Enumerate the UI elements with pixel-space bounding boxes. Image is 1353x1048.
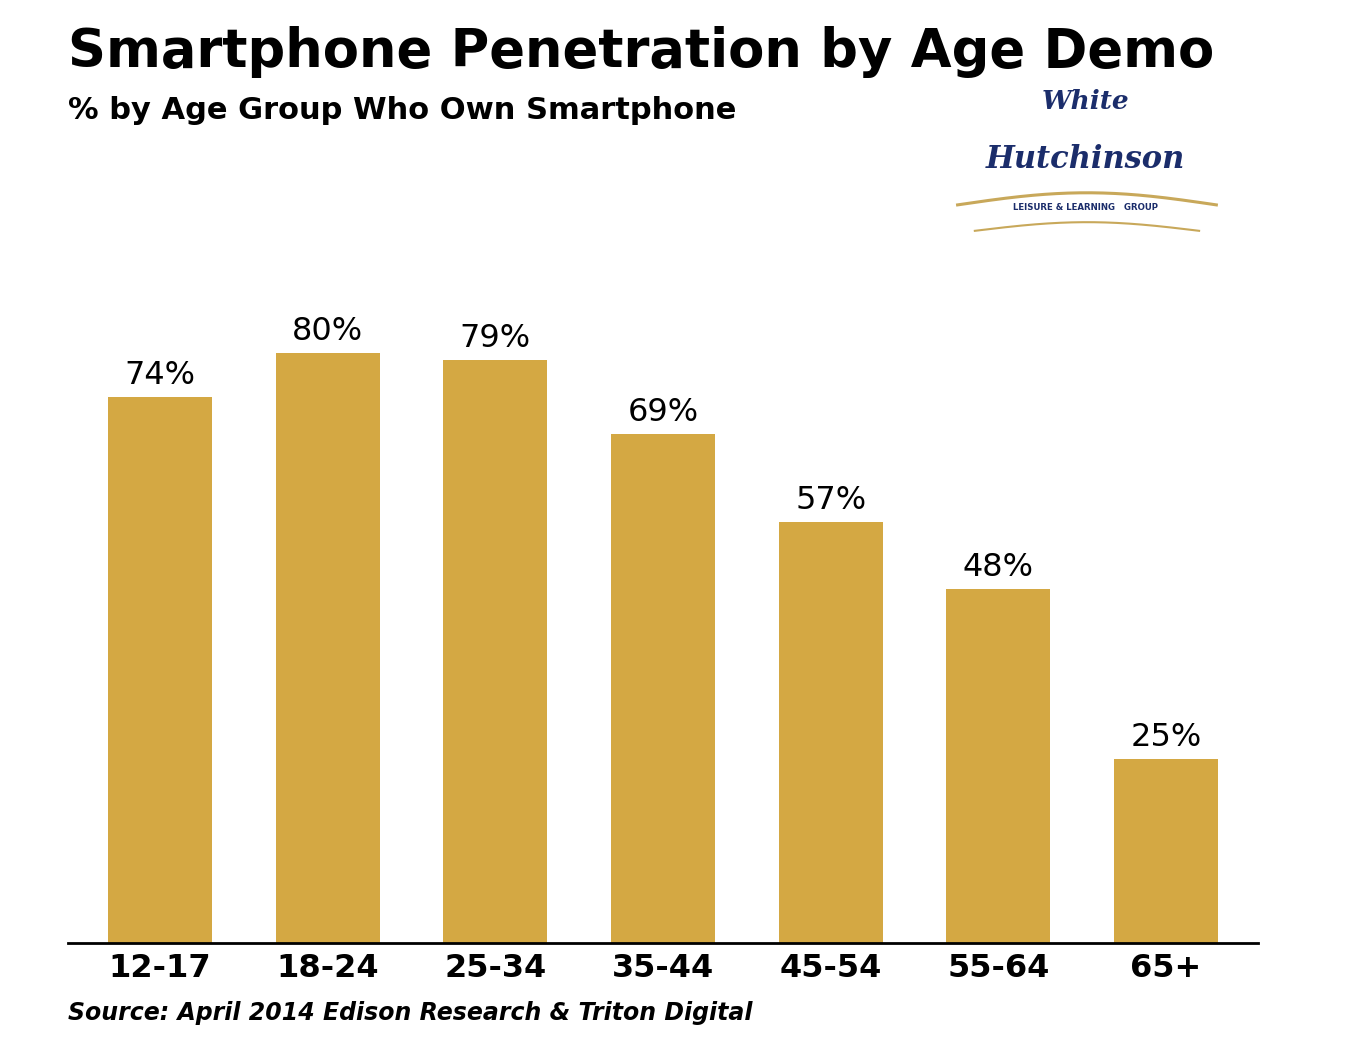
Text: 48%: 48% xyxy=(963,552,1034,583)
Text: 79%: 79% xyxy=(460,323,530,354)
Bar xyxy=(276,352,380,943)
Bar xyxy=(108,397,212,943)
Text: 69%: 69% xyxy=(628,397,698,428)
Text: Hutchinson: Hutchinson xyxy=(985,145,1185,175)
Text: 80%: 80% xyxy=(292,315,363,347)
Bar xyxy=(779,522,882,943)
Bar xyxy=(1114,759,1218,943)
Text: % by Age Group Who Own Smartphone: % by Age Group Who Own Smartphone xyxy=(68,96,736,126)
Text: 25%: 25% xyxy=(1131,722,1201,752)
Text: 57%: 57% xyxy=(796,485,866,517)
Bar xyxy=(444,359,547,943)
Text: White: White xyxy=(1042,89,1128,114)
Text: Smartphone Penetration by Age Demo: Smartphone Penetration by Age Demo xyxy=(68,26,1214,79)
Text: 74%: 74% xyxy=(124,359,195,391)
Bar xyxy=(612,434,714,943)
Text: Source: April 2014 Edison Research & Triton Digital: Source: April 2014 Edison Research & Tri… xyxy=(68,1001,752,1025)
Text: LEISURE & LEARNING   GROUP: LEISURE & LEARNING GROUP xyxy=(1013,203,1158,212)
Bar xyxy=(946,589,1050,943)
